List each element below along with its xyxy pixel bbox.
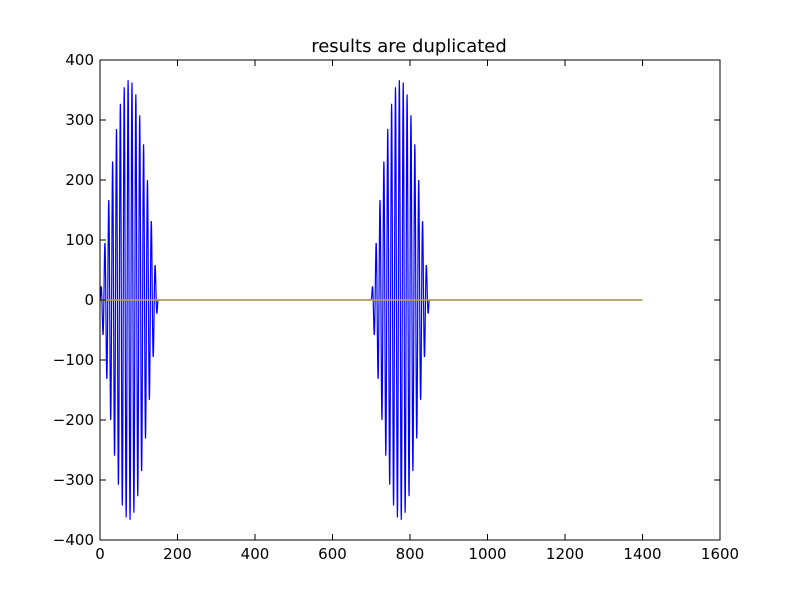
x-tick-label: 1200	[546, 545, 584, 563]
y-tick-label: −400	[53, 531, 94, 549]
y-tick-label: −100	[53, 351, 94, 369]
x-tick-label: 600	[318, 545, 347, 563]
x-tick-label: 800	[396, 545, 425, 563]
y-tick-label: −300	[53, 471, 94, 489]
y-tick-label: 0	[84, 291, 94, 309]
y-tick-label: −200	[53, 411, 94, 429]
y-tick-label: 200	[65, 171, 94, 189]
x-tick-label: 0	[95, 545, 105, 563]
x-tick-label: 200	[163, 545, 192, 563]
series-layer	[99, 80, 643, 520]
x-tick-label: 1600	[701, 545, 739, 563]
x-tick-label: 1400	[623, 545, 661, 563]
y-tick-label: 400	[65, 51, 94, 69]
chart-title: results are duplicated	[311, 36, 507, 57]
ticks-layer: 0 200 400 600 800 1000 1200 1400 1600−400−300−20…	[53, 51, 739, 563]
x-tick-label: 400	[241, 545, 270, 563]
y-tick-label: 300	[65, 111, 94, 129]
y-tick-label: 100	[65, 231, 94, 249]
x-tick-label: 1000	[468, 545, 506, 563]
